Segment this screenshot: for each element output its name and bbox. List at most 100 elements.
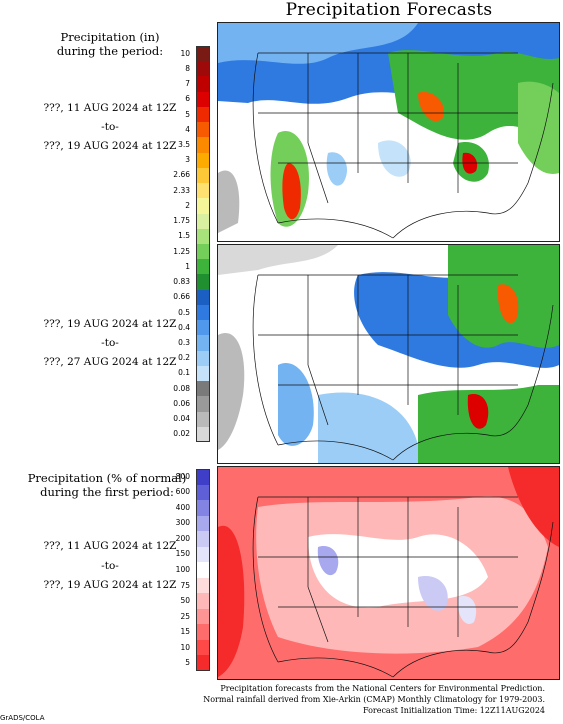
- precip-colorbar-swatch: [196, 46, 210, 62]
- pct-colorbar-label: 50: [180, 596, 190, 606]
- precip-colorbar-swatch: [196, 228, 210, 245]
- period1-end: ???, 19 AUG 2024 at 12Z: [43, 140, 177, 152]
- precip-colorbar-label: 2.33: [173, 185, 190, 195]
- period1-start: ???, 11 AUG 2024 at 12Z: [43, 102, 177, 114]
- pct-colorbar-label: 5: [185, 658, 190, 668]
- precip-colorbar-swatch: [196, 76, 210, 93]
- period2-sep: -to-: [101, 337, 119, 349]
- pct-colorbar-swatch: [196, 608, 210, 625]
- period2-start: ???, 19 AUG 2024 at 12Z: [43, 318, 177, 330]
- precip-colorbar-label: 1: [185, 261, 190, 271]
- footer-line2: Normal rainfall derived from Xie-Arkin (…: [203, 695, 545, 704]
- pct-colorbar-label: 100: [175, 565, 190, 574]
- map-period1: [217, 22, 560, 242]
- precip-colorbar-label: 2: [185, 200, 190, 210]
- pct-colorbar-swatch: [196, 624, 210, 641]
- pct-colorbar-swatch: [196, 484, 210, 501]
- pct-header-line2: during the first period:: [40, 485, 174, 499]
- pct-header: Precipitation (% of normal) during the f…: [12, 471, 202, 499]
- pct-colorbar-swatch: [196, 577, 210, 594]
- precip-colorbar-swatch: [196, 411, 210, 428]
- precip-colorbar-label: 1.75: [173, 216, 190, 226]
- precip-colorbar-label: 0.4: [178, 322, 190, 332]
- period2-end: ???, 27 AUG 2024 at 12Z: [43, 356, 177, 368]
- precip-colorbar-label: 3.5: [178, 140, 190, 149]
- precip-colorbar-swatch: [196, 396, 210, 413]
- precip-colorbar-swatch: [196, 106, 210, 123]
- grads-credit: GrADS/COLA: [0, 714, 45, 722]
- precip-colorbar-swatch: [196, 304, 210, 321]
- precip-colorbar-label: 1.5: [178, 231, 190, 241]
- precip-colorbar-label: 0.04: [173, 414, 190, 424]
- pct-colorbar: [196, 469, 210, 672]
- pct-colorbar-label: 75: [180, 580, 190, 590]
- precip-colorbar-swatch: [196, 335, 210, 352]
- precip-colorbar-label: 0.3: [178, 338, 190, 347]
- pct-colorbar-label: 800: [175, 471, 190, 481]
- precip-colorbar-swatch: [196, 244, 210, 260]
- pct-colorbar-swatch: [196, 469, 210, 486]
- pct-colorbar-label: 150: [175, 549, 190, 559]
- precip-colorbar-label: 0.1: [178, 368, 190, 378]
- period3-end: ???, 19 AUG 2024 at 12Z: [43, 579, 177, 591]
- pct-colorbar-label: 15: [180, 627, 190, 637]
- precip-colorbar-swatch: [196, 61, 210, 77]
- precip-colorbar-label: 0.83: [173, 277, 190, 287]
- period3-start: ???, 11 AUG 2024 at 12Z: [43, 540, 177, 552]
- precip-colorbar-label: 1.25: [173, 246, 190, 256]
- pct-colorbar-label: 25: [180, 611, 190, 621]
- pct-colorbar-swatch: [196, 531, 210, 548]
- pct-header-line1: Precipitation (% of normal): [27, 471, 187, 485]
- precip-colorbar-label: 5: [185, 109, 190, 119]
- precip-colorbar-label: 8: [185, 63, 190, 73]
- pct-colorbar-swatch: [196, 562, 210, 579]
- precip-colorbar-swatch: [196, 259, 210, 275]
- page-title: Precipitation Forecasts: [285, 0, 493, 20]
- precip-colorbar-swatch: [196, 91, 210, 108]
- precip-colorbar-label: 4: [185, 124, 190, 134]
- precip-colorbar-swatch: [196, 274, 210, 291]
- period1-sep: -to-: [101, 121, 119, 133]
- precip-colorbar-label: 0.2: [178, 353, 190, 363]
- precip-colorbar-label: 6: [185, 94, 190, 104]
- map-pct-normal: [217, 466, 560, 680]
- precip-header-line2: during the period:: [56, 44, 164, 58]
- pct-colorbar-swatch: [196, 500, 210, 517]
- precip-colorbar-swatch: [196, 122, 210, 138]
- precip-colorbar-swatch: [196, 183, 210, 199]
- precip-colorbar-label: 0.06: [173, 398, 190, 408]
- precip-colorbar-swatch: [196, 198, 210, 215]
- pct-colorbar-swatch: [196, 593, 210, 610]
- precip-colorbar-swatch: [196, 213, 210, 230]
- pct-colorbar-swatch: [196, 655, 210, 672]
- precip-colorbar-swatch: [196, 381, 210, 397]
- pct-colorbar-label: 600: [175, 487, 190, 497]
- map-period2: [217, 244, 560, 464]
- precip-header: Precipitation (in) during the period:: [20, 30, 200, 58]
- pct-colorbar-label: 200: [175, 533, 190, 543]
- pct-colorbar-label: 300: [175, 518, 190, 528]
- precip-colorbar-swatch: [196, 365, 210, 382]
- pct-colorbar-swatch: [196, 515, 210, 532]
- precip-colorbar-swatch: [196, 426, 210, 443]
- precip-colorbar-label: 2.66: [173, 170, 190, 180]
- pct-colorbar-label: 10: [180, 642, 190, 652]
- precip-colorbar-label: 3: [185, 155, 190, 165]
- precip-header-line1: Precipitation (in): [60, 30, 160, 44]
- precip-colorbar-swatch: [196, 289, 210, 306]
- precip-colorbar-swatch: [196, 152, 210, 169]
- footer-line1: Precipitation forecasts from the Nationa…: [220, 684, 545, 693]
- precip-colorbar-swatch: [196, 350, 210, 367]
- precip-colorbar-swatch: [196, 320, 210, 336]
- precip-colorbar: [196, 46, 210, 443]
- footer-line3: Forecast Initialization Time: 12Z11AUG20…: [362, 706, 545, 715]
- pct-colorbar-swatch: [196, 639, 210, 656]
- pct-colorbar-label: 400: [175, 502, 190, 512]
- precip-colorbar-label: 10: [180, 48, 190, 58]
- precip-colorbar-swatch: [196, 137, 210, 154]
- precip-colorbar-swatch: [196, 167, 210, 184]
- precip-colorbar-label: 0.02: [173, 429, 190, 439]
- precip-colorbar-label: 7: [185, 79, 190, 89]
- precip-colorbar-label: 0.08: [173, 383, 190, 393]
- period3-sep: -to-: [101, 560, 119, 572]
